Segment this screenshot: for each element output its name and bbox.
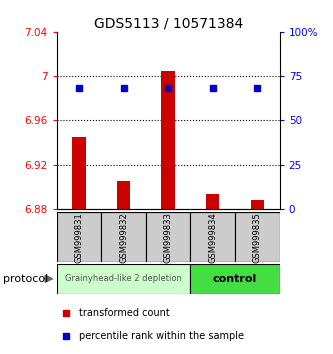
Bar (57, 212, 101, 262)
Text: Grainyhead-like 2 depletion: Grainyhead-like 2 depletion (65, 274, 182, 283)
Bar (235, 212, 280, 262)
Text: protocol: protocol (3, 274, 49, 284)
Text: GSM999832: GSM999832 (119, 212, 128, 263)
Text: percentile rank within the sample: percentile rank within the sample (79, 331, 244, 341)
Bar (117, 181, 130, 209)
Bar (146, 212, 190, 262)
Bar (57, 264, 190, 294)
Bar (251, 200, 264, 209)
Bar (72, 137, 86, 209)
Text: GSM999831: GSM999831 (74, 212, 84, 263)
Title: GDS5113 / 10571384: GDS5113 / 10571384 (94, 17, 243, 31)
Text: GSM999834: GSM999834 (208, 212, 217, 263)
Bar (101, 212, 146, 262)
Bar (206, 194, 219, 209)
Text: transformed count: transformed count (79, 308, 170, 318)
Bar (162, 70, 175, 209)
Bar (190, 212, 235, 262)
Text: GSM999835: GSM999835 (253, 212, 262, 263)
Bar (190, 264, 280, 294)
Text: GSM999833: GSM999833 (164, 212, 173, 263)
Text: control: control (213, 274, 257, 284)
